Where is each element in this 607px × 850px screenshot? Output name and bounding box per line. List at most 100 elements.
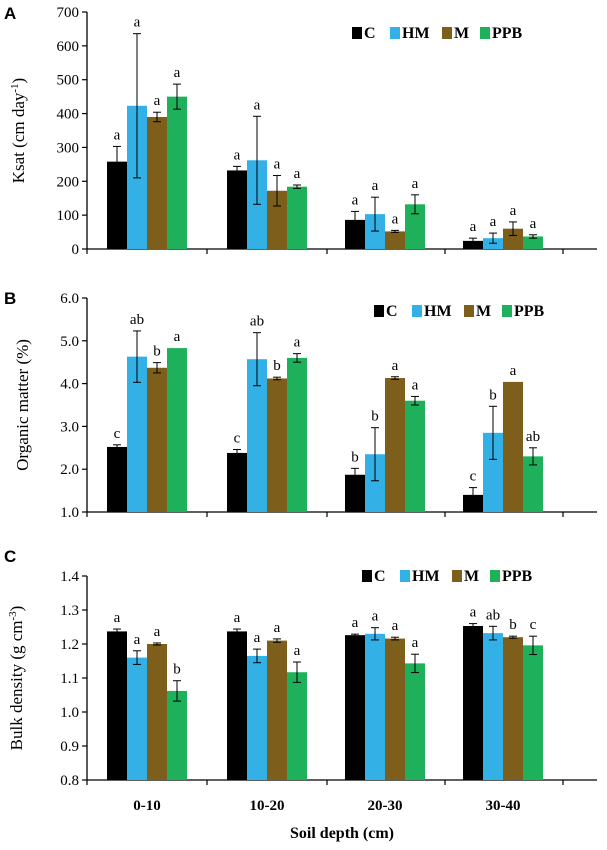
significance-letter: b <box>489 387 497 403</box>
significance-letter: ab <box>526 429 540 445</box>
significance-letter: a <box>392 358 399 374</box>
significance-letter: a <box>470 605 477 621</box>
legend-swatch-PPB <box>490 570 500 582</box>
bar-HM-0-10 <box>127 657 147 780</box>
significance-letter: a <box>134 632 141 648</box>
bar-C-20-30 <box>345 635 365 780</box>
y-axis-label-main: Ksat (cm day <box>9 92 28 183</box>
bar-C-30-40 <box>463 494 483 512</box>
significance-letter: c <box>470 469 477 485</box>
significance-letter: a <box>174 65 181 81</box>
significance-letter: ab <box>486 607 500 623</box>
legend-label-M: M <box>464 568 479 585</box>
y-tick-label: 400 <box>57 107 80 123</box>
bar-C-0-10 <box>107 161 127 249</box>
bar-C-10-20 <box>227 631 247 780</box>
significance-letter: a <box>352 192 359 208</box>
x-axis-label: Soil depth (cm) <box>290 825 394 842</box>
x-tick-label: 10-20 <box>250 798 285 814</box>
legend-label-HM: HM <box>412 568 440 585</box>
significance-letter: a <box>114 610 121 626</box>
panel-letter: A <box>4 4 16 23</box>
significance-letter: a <box>412 635 419 651</box>
significance-letter: a <box>134 15 141 31</box>
bar-HM-0-10 <box>127 356 147 512</box>
bar-M-0-10 <box>147 644 167 780</box>
significance-letter: a <box>352 615 359 631</box>
bar-PPB-10-20 <box>287 357 307 512</box>
legend-swatch-HM <box>390 27 400 39</box>
bar-HM-30-40 <box>483 633 503 780</box>
significance-letter: b <box>351 449 359 465</box>
y-tick-label: 6.0 <box>60 291 79 307</box>
y-tick-label: 3.0 <box>60 419 79 435</box>
significance-letter: a <box>412 377 419 393</box>
significance-letter: a <box>254 97 261 113</box>
bar-PPB-20-30 <box>405 663 425 780</box>
bar-HM-10-20 <box>247 655 267 780</box>
legend-swatch-C <box>352 27 362 39</box>
y-tick-label: 0.9 <box>60 739 79 755</box>
bar-HM-30-40 <box>483 432 503 512</box>
legend-swatch-M <box>442 27 452 39</box>
bar-C-0-10 <box>107 631 127 780</box>
legend-label-C: C <box>364 25 376 42</box>
bar-M-30-40 <box>503 381 523 512</box>
bar-PPB-10-20 <box>287 672 307 780</box>
significance-letter: a <box>274 620 281 636</box>
bar-PPB-20-30 <box>405 400 425 512</box>
panel-letter: C <box>4 547 16 566</box>
bar-PPB-20-30 <box>405 204 425 249</box>
y-tick-label: 200 <box>57 174 80 190</box>
legend-label-M: M <box>476 303 491 320</box>
y-tick-label: 1.4 <box>60 569 79 585</box>
y-axis-label-end: ) <box>7 606 26 612</box>
significance-letter: a <box>294 166 301 182</box>
significance-letter: b <box>371 409 379 425</box>
y-tick-label: 0 <box>72 242 80 258</box>
panel-C: C 0.8 0.9 1.0 1.1 1.2 1.3 1.4 Bulk density (g cm… <box>4 547 597 842</box>
bar-PPB-30-40 <box>523 645 543 780</box>
bar-M-30-40 <box>503 637 523 780</box>
y-tick-label: 4.0 <box>60 377 79 393</box>
legend-label-M: M <box>454 25 469 42</box>
significance-letter: a <box>154 624 161 640</box>
y-axis-label: Ksat (cm day-1) <box>9 78 28 183</box>
bar-PPB-0-10 <box>167 96 187 250</box>
legend-label-PPB: PPB <box>492 25 523 42</box>
significance-letter: a <box>372 178 379 194</box>
bar-PPB-0-10 <box>167 348 187 512</box>
significance-letter: a <box>392 211 399 227</box>
significance-letter: a <box>294 643 301 659</box>
significance-letter: a <box>412 176 419 192</box>
y-tick-label: 100 <box>57 208 80 224</box>
x-tick-label: 0-10 <box>133 798 161 814</box>
legend-label-HM: HM <box>402 25 430 42</box>
bar-HM-20-30 <box>365 454 385 512</box>
y-axis-label-main: Bulk density (g cm <box>7 620 26 750</box>
y-tick-label: 1.0 <box>60 705 79 721</box>
y-tick-label: 5.0 <box>60 334 79 350</box>
bar-PPB-30-40 <box>523 236 543 249</box>
significance-letter: a <box>530 216 537 232</box>
significance-letter: a <box>490 214 497 230</box>
y-axis-label-superscript: -3 <box>7 611 19 621</box>
legend-label-PPB: PPB <box>514 303 545 320</box>
y-tick-label: 0.8 <box>60 773 79 789</box>
legend-swatch-M <box>464 305 474 317</box>
y-tick-label: 2.0 <box>60 462 79 478</box>
bar-M-10-20 <box>267 640 287 780</box>
legend-swatch-C <box>374 305 384 317</box>
bar-M-20-30 <box>385 378 405 512</box>
legend-swatch-PPB <box>502 305 512 317</box>
significance-letter: a <box>372 609 379 625</box>
significance-letter: a <box>392 618 399 634</box>
y-tick-label: 1.1 <box>60 671 79 687</box>
y-tick-label: 700 <box>57 5 80 21</box>
bar-C-20-30 <box>345 219 365 249</box>
legend-swatch-C <box>362 570 372 582</box>
significance-letter: a <box>470 219 477 235</box>
y-tick-label: 500 <box>57 73 80 89</box>
x-tick-label: 30-40 <box>486 798 521 814</box>
